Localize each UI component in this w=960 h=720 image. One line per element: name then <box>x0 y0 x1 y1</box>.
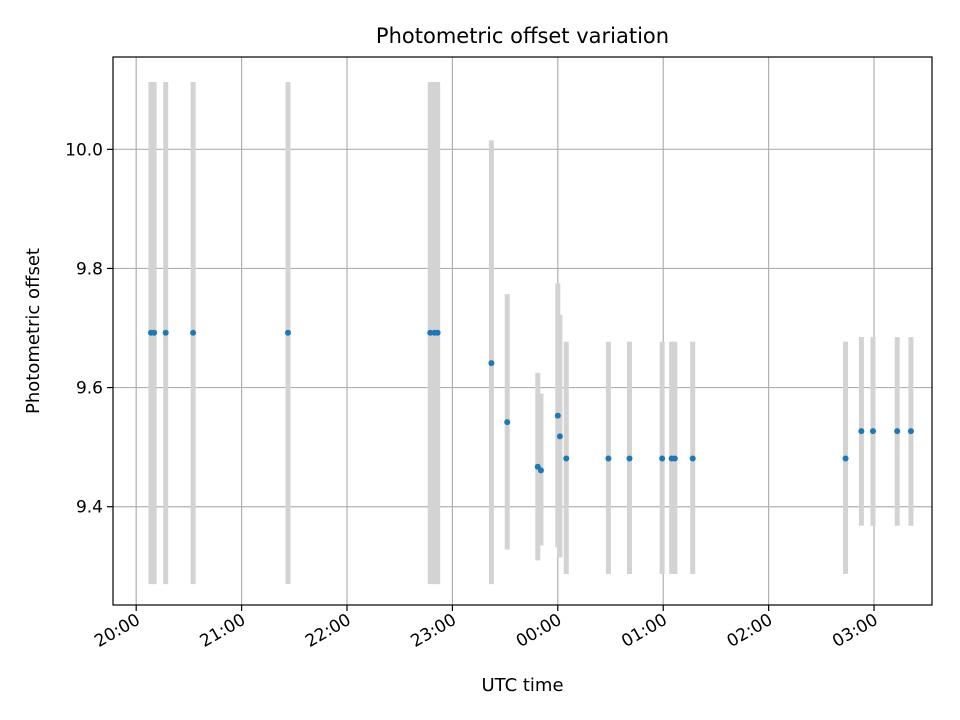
x-tick-label: 23:00 <box>407 610 459 652</box>
y-tick-label: 9.6 <box>76 379 103 399</box>
data-point <box>842 455 849 462</box>
data-point <box>190 329 197 336</box>
data-point <box>626 455 633 462</box>
x-tick-label: 01:00 <box>618 610 670 652</box>
error-bars <box>148 82 914 585</box>
data-point <box>605 455 612 462</box>
data-point <box>151 329 158 336</box>
data-point <box>869 428 876 435</box>
x-tick-label: 00:00 <box>513 610 565 652</box>
x-axis-label: UTC time <box>481 675 563 696</box>
x-tick-label: 03:00 <box>829 610 881 652</box>
data-point <box>162 329 169 336</box>
data-point <box>434 329 441 336</box>
chart-title: Photometric offset variation <box>376 24 669 48</box>
data-point <box>858 428 865 435</box>
y-tick-label: 9.4 <box>76 498 103 518</box>
x-tick-label: 20:00 <box>91 610 143 652</box>
y-tick-label: 10.0 <box>65 140 103 160</box>
data-point <box>563 455 570 462</box>
x-tick-label: 21:00 <box>197 610 249 652</box>
y-axis-label: Photometric offset <box>23 248 44 414</box>
data-point <box>504 419 511 426</box>
x-tick-label: 22:00 <box>302 610 354 652</box>
grid <box>113 57 932 605</box>
axes-frame <box>112 56 933 606</box>
data-point <box>689 455 696 462</box>
data-point <box>894 428 901 435</box>
data-point <box>284 329 291 336</box>
data-point <box>907 428 914 435</box>
y-axis: 9.4 9.6 9.8 10.0 <box>65 140 113 518</box>
data-point <box>659 455 666 462</box>
data-point <box>537 467 544 474</box>
data-point <box>671 455 678 462</box>
y-tick-label: 9.8 <box>76 259 103 279</box>
data-point <box>554 412 561 419</box>
data-point <box>427 329 434 336</box>
data-point <box>556 433 563 440</box>
x-axis: 20:00 21:00 22:00 23:00 00:00 01:00 02:00 03:00 <box>91 605 882 652</box>
data-points <box>147 329 914 474</box>
x-tick-label: 02:00 <box>724 610 776 652</box>
data-point <box>488 360 495 367</box>
